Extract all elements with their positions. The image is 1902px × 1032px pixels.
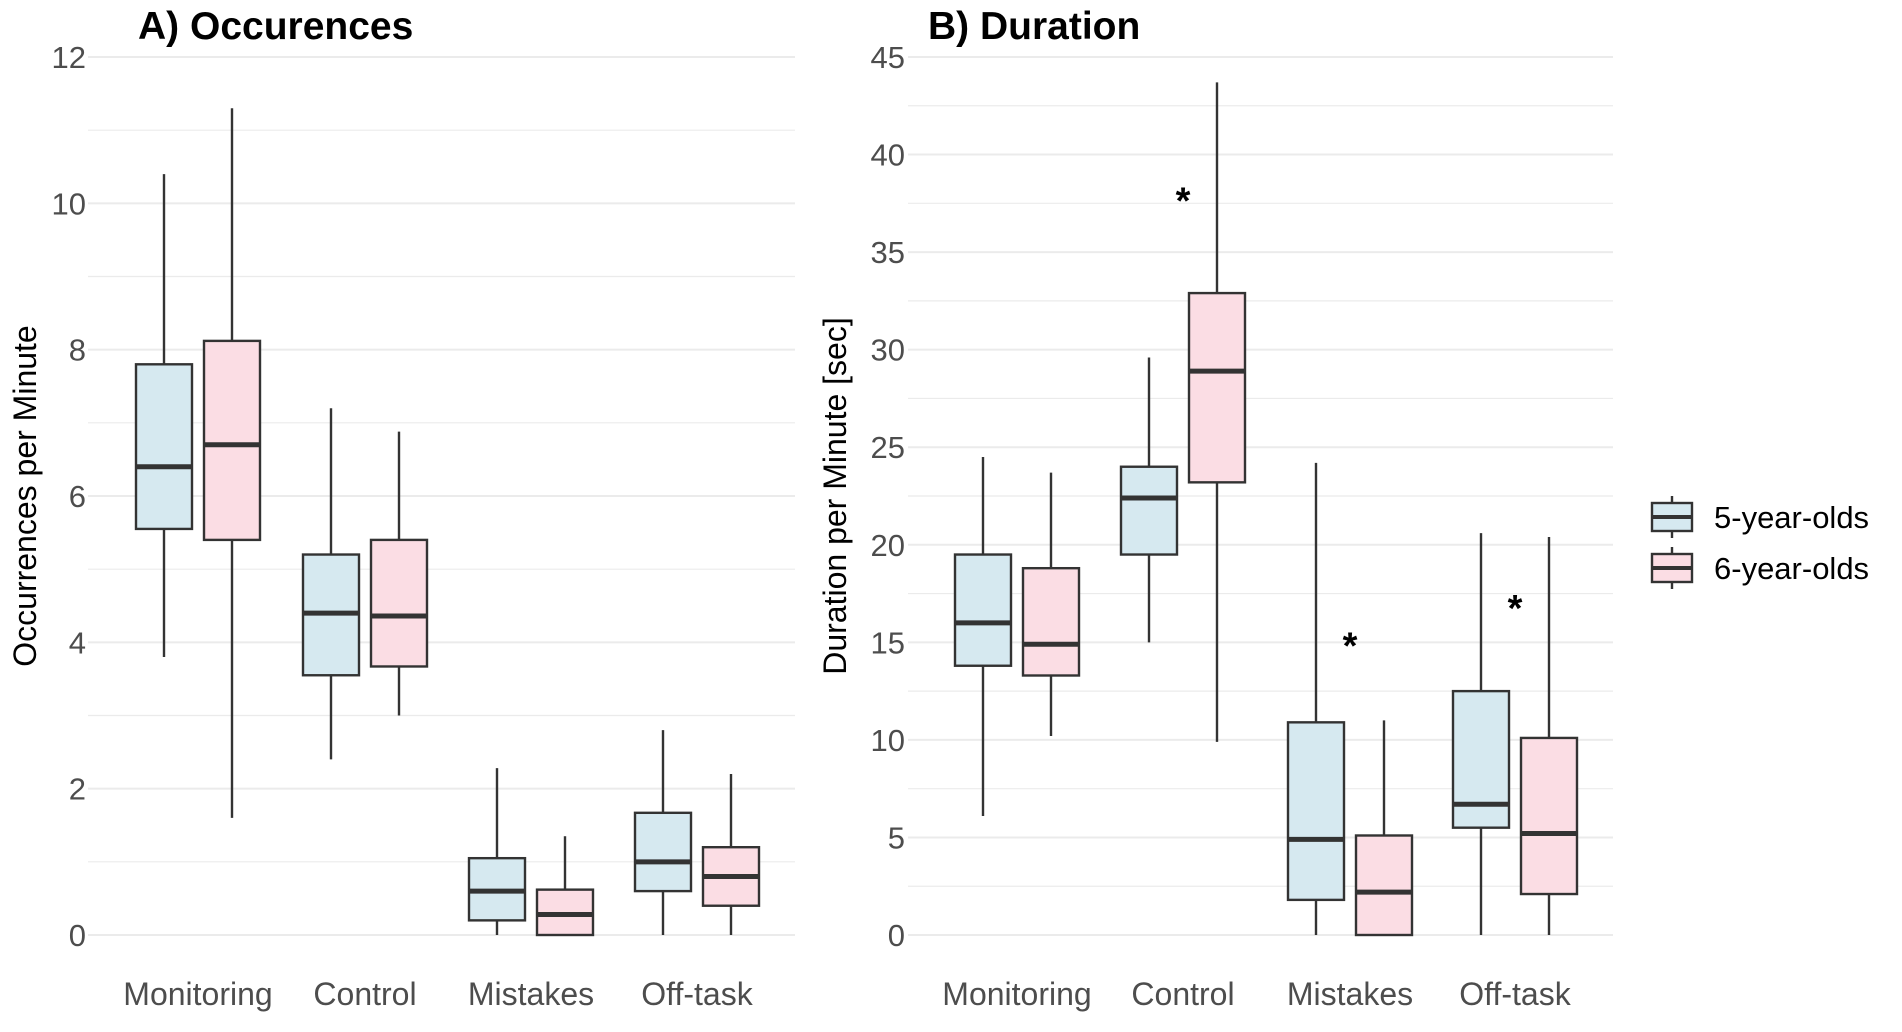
y-tick-label: 10 <box>871 723 905 758</box>
box-5-year-olds-monitoring <box>134 174 194 657</box>
y-tick-label: 40 <box>871 138 905 173</box>
box-body <box>202 339 262 542</box>
y-axis-title: Duration per Minute [sec] <box>817 317 853 675</box>
significance-marker-control: * <box>1176 180 1191 222</box>
y-tick-label: 30 <box>871 333 905 368</box>
box-5-year-olds-off-task <box>1451 533 1511 935</box>
panel-title: B) Duration <box>928 5 1140 48</box>
box-5-year-olds-mistakes <box>1286 462 1346 935</box>
legend-label-6-year-olds: 6-year-olds <box>1714 551 1869 586</box>
y-axis-title: Occurrences per Minute <box>7 325 43 666</box>
box-body <box>1021 566 1081 677</box>
box-5-year-olds-off-task <box>633 730 693 935</box>
box-6-year-olds-monitoring <box>202 108 262 818</box>
y-tick-label: 25 <box>871 430 905 465</box>
box-body <box>1519 736 1579 896</box>
x-tick-label-mistakes: Mistakes <box>1287 976 1413 1012</box>
y-tick-label: 35 <box>871 235 905 270</box>
panel-title: A) Occurences <box>138 5 413 48</box>
box-body <box>1451 689 1511 829</box>
y-tick-label: 12 <box>52 40 86 75</box>
x-tick-label-monitoring: Monitoring <box>123 976 272 1012</box>
x-tick-label-off-task: Off-task <box>641 976 753 1012</box>
y-tick-label: 20 <box>871 528 905 563</box>
significance-marker-mistakes: * <box>1343 625 1358 667</box>
box-5-year-olds-control <box>301 408 361 760</box>
x-tick-label-mistakes: Mistakes <box>468 976 594 1012</box>
y-tick-label: 2 <box>69 772 86 807</box>
y-tick-label: 10 <box>52 186 86 221</box>
y-tick-label: 4 <box>69 625 86 660</box>
legend-label-5-year-olds: 5-year-olds <box>1714 500 1869 535</box>
box-5-year-olds-mistakes <box>467 768 527 935</box>
y-tick-label: 0 <box>888 918 905 953</box>
legend: 5-year-olds 6-year-olds <box>1650 496 1869 589</box>
panel-occurrences: 0 2 4 6 8 10 12 A) Occurences Occurrences per Mi… <box>7 5 795 1012</box>
panel-duration: 0 5 10 15 20 25 30 35 40 45 B) Duration Duration pe… <box>817 5 1613 1012</box>
box-body <box>953 553 1013 667</box>
y-tick-label: 5 <box>888 820 905 855</box>
box-6-year-olds-control <box>1187 82 1247 742</box>
box-6-year-olds-mistakes <box>1354 720 1414 937</box>
y-tick-label: 6 <box>69 479 86 514</box>
y-tick-label: 15 <box>871 625 905 660</box>
box-body <box>1286 721 1346 902</box>
y-tick-label: 0 <box>69 918 86 953</box>
legend-key-5-year-olds <box>1650 496 1694 538</box>
x-tick-label-monitoring: Monitoring <box>942 976 1091 1012</box>
box-6-year-olds-mistakes <box>535 836 595 937</box>
x-tick-label-off-task: Off-task <box>1459 976 1571 1012</box>
significance-marker-off-task: * <box>1508 588 1523 630</box>
box-body <box>369 538 429 668</box>
box-5-year-olds-control <box>1119 357 1179 643</box>
box-6-year-olds-off-task <box>701 774 761 935</box>
box-6-year-olds-control <box>369 431 429 716</box>
box-5-year-olds-monitoring <box>953 456 1013 816</box>
legend-key-6-year-olds <box>1650 547 1694 589</box>
x-tick-label-control: Control <box>1131 976 1234 1012</box>
x-tick-label-control: Control <box>313 976 416 1012</box>
box-body <box>633 811 693 893</box>
box-6-year-olds-off-task <box>1519 536 1579 935</box>
y-tick-label: 8 <box>69 333 86 368</box>
box-6-year-olds-monitoring <box>1021 472 1081 736</box>
box-body <box>1187 291 1247 484</box>
box-body <box>1119 465 1179 556</box>
y-tick-label: 45 <box>871 40 905 75</box>
box-body <box>1354 834 1414 937</box>
box-body <box>134 363 194 531</box>
